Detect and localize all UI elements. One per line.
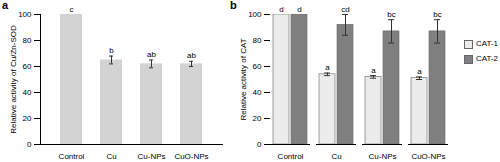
svg-text:CuO-NPs: CuO-NPs [174,152,208,161]
svg-text:ab: ab [147,50,156,59]
svg-text:cd: cd [341,5,349,14]
svg-text:20: 20 [23,114,32,123]
svg-text:d: d [279,5,283,14]
svg-text:Cu: Cu [331,152,341,161]
svg-text:Control: Control [59,152,85,161]
svg-text:40: 40 [253,88,262,97]
svg-text:60: 60 [23,62,32,71]
svg-text:Cu: Cu [106,152,116,161]
svg-text:100: 100 [248,10,262,19]
svg-text:60: 60 [253,62,262,71]
svg-text:100: 100 [18,10,32,19]
svg-text:Control: Control [278,152,304,161]
svg-text:CuO-NPs: CuO-NPs [411,152,445,161]
svg-text:Relative activity of Cu/Zn-SOD: Relative activity of Cu/Zn-SOD [9,25,18,134]
svg-text:0: 0 [257,140,262,149]
svg-text:a: a [371,66,376,75]
html-text:CAT-1: CAT-1 [475,39,498,48]
svg-text:c: c [70,5,74,14]
svg-text:ab: ab [187,51,196,60]
svg-text:bc: bc [387,10,395,19]
svg-text:a: a [417,67,422,76]
svg-text:b: b [109,46,114,55]
svg-text:Relative activity of CAT: Relative activity of CAT [239,38,248,120]
svg-text:80: 80 [253,36,262,45]
svg-text:bc: bc [433,10,441,19]
html-text:CAT-2: CAT-2 [475,54,498,63]
html-text:b: b [230,0,237,11]
html-text:a: a [2,0,9,11]
svg-text:Cu-NPs: Cu-NPs [368,152,396,161]
svg-text:Cu-NPs: Cu-NPs [137,152,165,161]
svg-text:40: 40 [23,88,32,97]
svg-text:d: d [297,5,301,14]
svg-text:20: 20 [253,114,262,123]
svg-text:80: 80 [23,36,32,45]
svg-text:a: a [325,63,330,72]
svg-text:0: 0 [27,140,32,149]
